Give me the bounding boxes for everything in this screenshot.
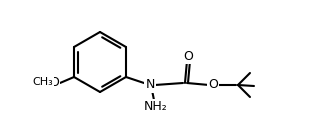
Text: O: O (183, 50, 193, 63)
Text: NH₂: NH₂ (144, 101, 168, 114)
Text: O: O (49, 76, 59, 89)
Text: CH₃: CH₃ (32, 77, 53, 87)
Text: O: O (208, 78, 218, 92)
Text: N: N (145, 78, 155, 92)
